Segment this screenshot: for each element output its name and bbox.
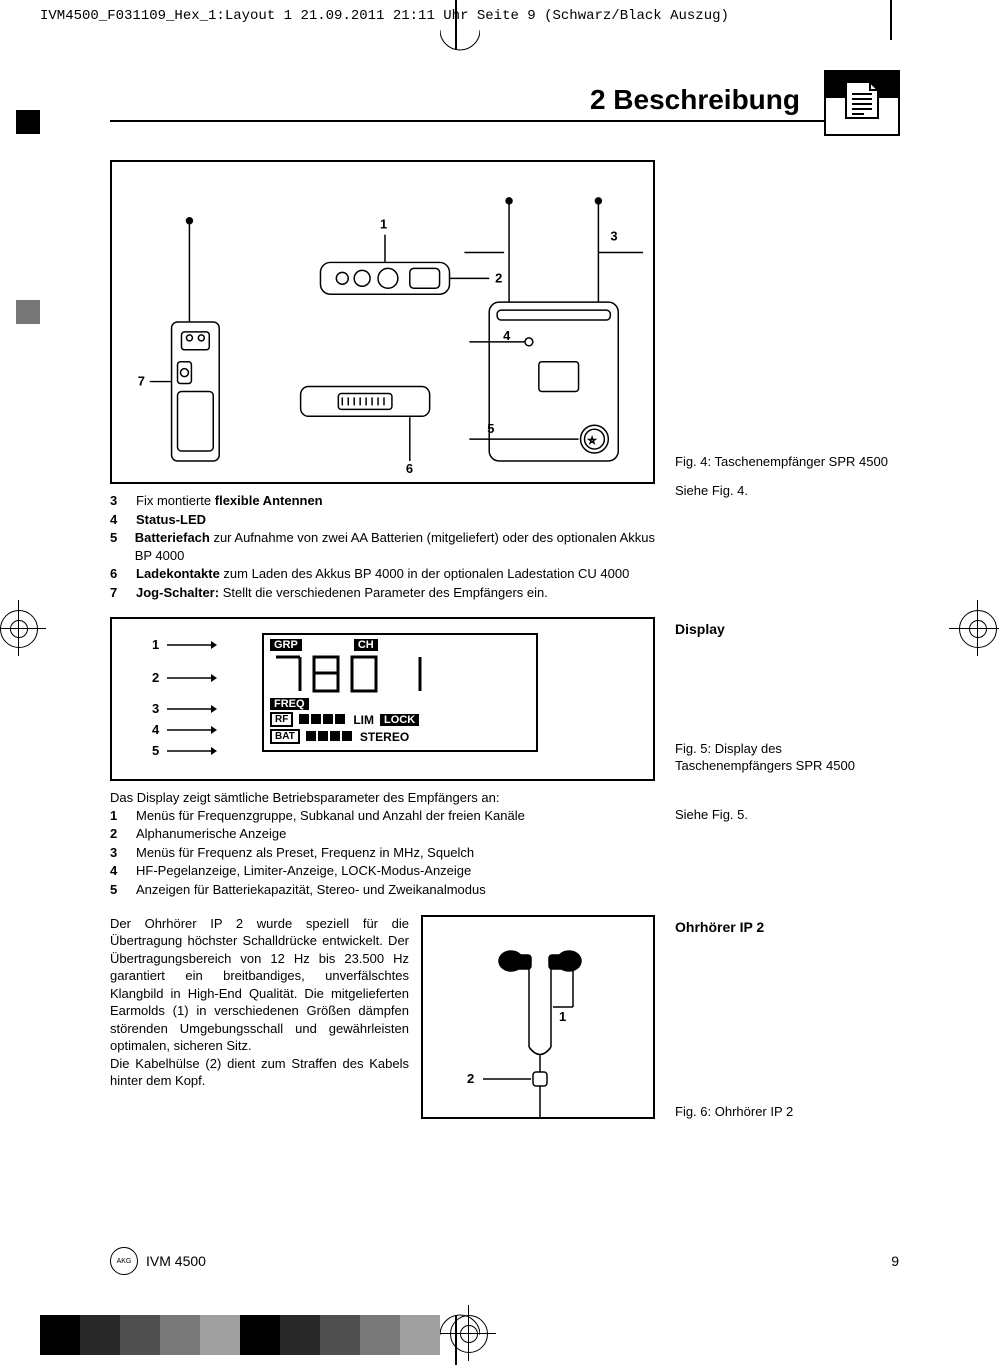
parts-list-item: 6Ladekontakte zum Laden des Akkus BP 400…	[110, 565, 655, 583]
color-swatch	[280, 1315, 320, 1355]
lcd-stereo-label: STEREO	[360, 730, 409, 744]
parts-list-item: 5Anzeigen für Batteriekapazität, Stereo-…	[110, 881, 655, 899]
lcd-rf-label: RF	[270, 712, 293, 727]
color-swatch	[80, 1315, 120, 1355]
callout-number: 3	[152, 701, 159, 716]
svg-text:★: ★	[588, 436, 595, 445]
svg-text:4: 4	[503, 328, 511, 343]
side-marks-right	[959, 0, 999, 1365]
fig4-illustration: 7 1 2	[110, 160, 655, 484]
lcd-display: GRP CH	[262, 633, 538, 752]
lcd-main-value	[270, 653, 530, 698]
color-swatch	[320, 1315, 360, 1355]
color-swatch	[200, 1315, 240, 1355]
color-swatch	[40, 1315, 80, 1355]
parts-list-item: 3Fix montierte flexible Antennen	[110, 492, 655, 510]
fig6-caption: Fig. 6: Ohrhörer IP 2	[675, 1104, 895, 1121]
fig6-illustration: 1 2	[421, 915, 655, 1119]
lcd-freq-label: FREQ	[270, 698, 309, 710]
display-intro: Das Display zeigt sämtliche Betriebspara…	[110, 789, 655, 807]
earphone-paragraph-1: Der Ohrhörer IP 2 wurde speziell für die…	[110, 916, 409, 1054]
svg-text:2: 2	[467, 1071, 474, 1086]
callout-number: 1	[152, 637, 159, 652]
color-swatch	[160, 1315, 200, 1355]
svg-text:2: 2	[495, 270, 502, 285]
parts-list-item: 4Status-LED	[110, 511, 655, 529]
lcd-lock-label: LOCK	[380, 714, 419, 726]
top-crop-arc	[440, 30, 480, 60]
callout-number: 4	[152, 722, 159, 737]
parts-list-item: 1Menüs für Frequenzgruppe, Subkanal und …	[110, 807, 655, 825]
crop-square	[16, 300, 40, 324]
side-marks-left	[0, 0, 40, 1365]
earphone-text: Der Ohrhörer IP 2 wurde speziell für die…	[110, 915, 409, 1119]
fig5-illustration: 1 2 3 4 5 GRP CH	[110, 617, 655, 781]
earphone-row: Der Ohrhörer IP 2 wurde speziell für die…	[110, 915, 900, 1121]
svg-text:1: 1	[559, 1009, 566, 1024]
section-title: 2 Beschreibung	[110, 80, 900, 122]
registration-mark	[0, 610, 40, 650]
svg-text:3: 3	[610, 229, 617, 244]
lcd-bat-label: BAT	[270, 729, 300, 744]
page: IVM4500_F031109_Hex_1:Layout 1 21.09.201…	[0, 0, 999, 1365]
page-footer: AKG IVM 4500 9	[110, 1247, 899, 1275]
fig5-caption: Fig. 5: Display des Taschenempfängers SP…	[675, 741, 895, 775]
svg-text:6: 6	[406, 461, 413, 476]
color-swatch	[120, 1315, 160, 1355]
parts-list-item: 5Batteriefach zur Aufnahme von zwei AA B…	[110, 529, 655, 564]
fig4-parts-list: 3Fix montierte flexible Antennen4Status-…	[110, 492, 655, 601]
fig4-row: 7 1 2	[110, 160, 900, 617]
display-side-label: Display	[675, 621, 895, 637]
color-swatch	[240, 1315, 280, 1355]
display-parts-list: Das Display zeigt sämtliche Betriebspara…	[110, 789, 655, 898]
callout-number: 2	[152, 670, 159, 685]
color-swatch	[360, 1315, 400, 1355]
corner-mark	[890, 0, 892, 40]
svg-text:7: 7	[138, 374, 145, 389]
earphone-paragraph-2: Die Kabelhülse (2) dient zum Straffen de…	[110, 1056, 409, 1089]
registration-mark	[450, 1315, 490, 1355]
footer-model: IVM 4500	[146, 1253, 206, 1269]
lcd-lim-label: LIM	[353, 713, 374, 727]
svg-text:5: 5	[487, 421, 494, 436]
display-row: 1 2 3 4 5 GRP CH	[110, 617, 900, 914]
earphone-side-label: Ohrhörer IP 2	[675, 919, 895, 935]
parts-list-item: 3Menüs für Frequenz als Preset, Frequenz…	[110, 844, 655, 862]
color-bar	[40, 1315, 440, 1355]
callout-number: 5	[152, 743, 159, 758]
color-swatch	[400, 1315, 440, 1355]
fig4-ref: Siehe Fig. 4.	[675, 483, 895, 500]
page-number: 9	[891, 1253, 899, 1269]
lcd-grp-label: GRP	[270, 639, 302, 651]
content-area: 2 Beschreibung	[110, 80, 900, 1120]
print-header-text: IVM4500_F031109_Hex_1:Layout 1 21.09.201…	[40, 8, 729, 24]
parts-list-item: 4HF-Pegelanzeige, Limiter-Anzeige, LOCK-…	[110, 862, 655, 880]
print-header: IVM4500_F031109_Hex_1:Layout 1 21.09.201…	[40, 8, 959, 24]
section-header: 2 Beschreibung	[110, 80, 900, 150]
lcd-rf-bars	[299, 713, 347, 727]
svg-text:1: 1	[380, 217, 387, 232]
fig4-caption: Fig. 4: Taschenempfänger SPR 4500	[675, 454, 895, 471]
document-icon	[824, 70, 900, 136]
crop-square	[16, 110, 40, 134]
parts-list-item: 7Jog-Schalter: Stellt die verschiedenen …	[110, 584, 655, 602]
lcd-bat-bars	[306, 730, 354, 744]
lcd-ch-label: CH	[354, 639, 378, 651]
akg-logo-icon: AKG	[110, 1247, 138, 1275]
fig5-ref: Siehe Fig. 5.	[675, 807, 895, 824]
parts-list-item: 2Alphanumerische Anzeige	[110, 825, 655, 843]
registration-mark	[959, 610, 999, 650]
